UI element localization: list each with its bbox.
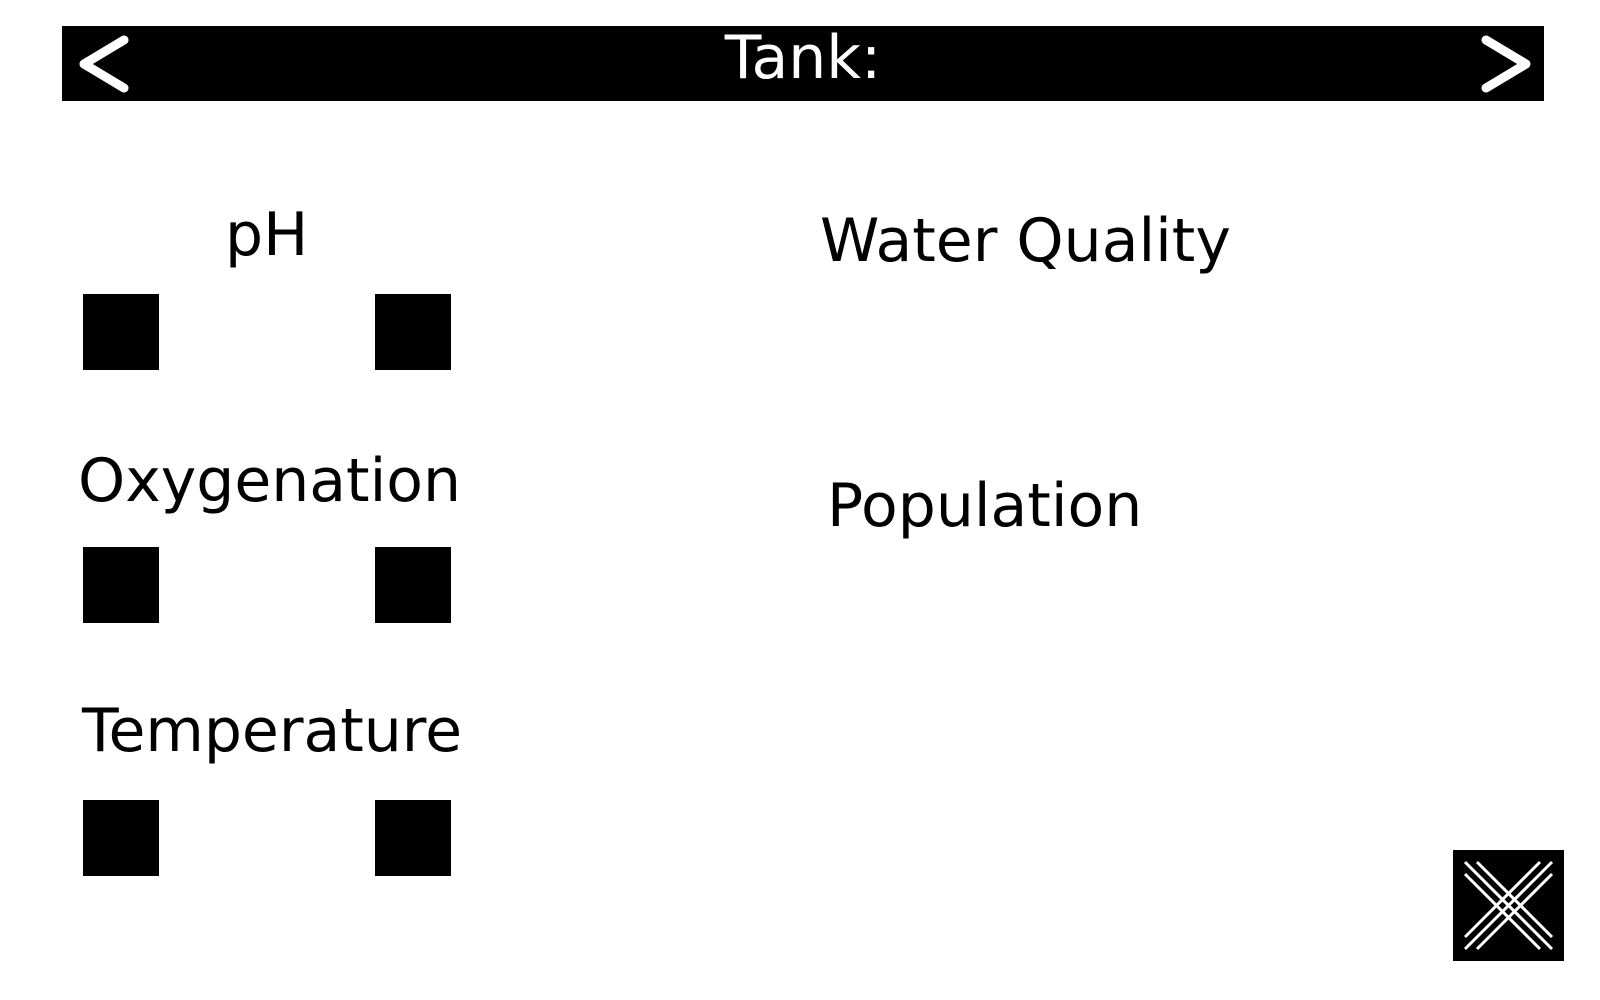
previous-tank-button[interactable] [74,34,132,94]
population-label: Population [827,471,1143,541]
next-tank-button[interactable] [1478,34,1536,94]
oxygenation-increase-button[interactable] [375,547,451,623]
close-button[interactable] [1453,850,1564,961]
close-x-icon [1463,860,1554,951]
water-quality-label: Water Quality [820,206,1231,276]
header-bar: Tank: [62,26,1544,101]
ph-increase-button[interactable] [375,294,451,370]
page-title: Tank: [724,23,882,93]
oxygenation-decrease-button[interactable] [83,547,159,623]
chevron-left-icon [79,35,129,93]
ph-decrease-button[interactable] [83,294,159,370]
temperature-decrease-button[interactable] [83,800,159,876]
oxygenation-label: Oxygenation [78,446,461,516]
temperature-label: Temperature [82,696,463,766]
ph-label: pH [225,200,309,270]
chevron-right-icon [1481,35,1531,93]
temperature-increase-button[interactable] [375,800,451,876]
